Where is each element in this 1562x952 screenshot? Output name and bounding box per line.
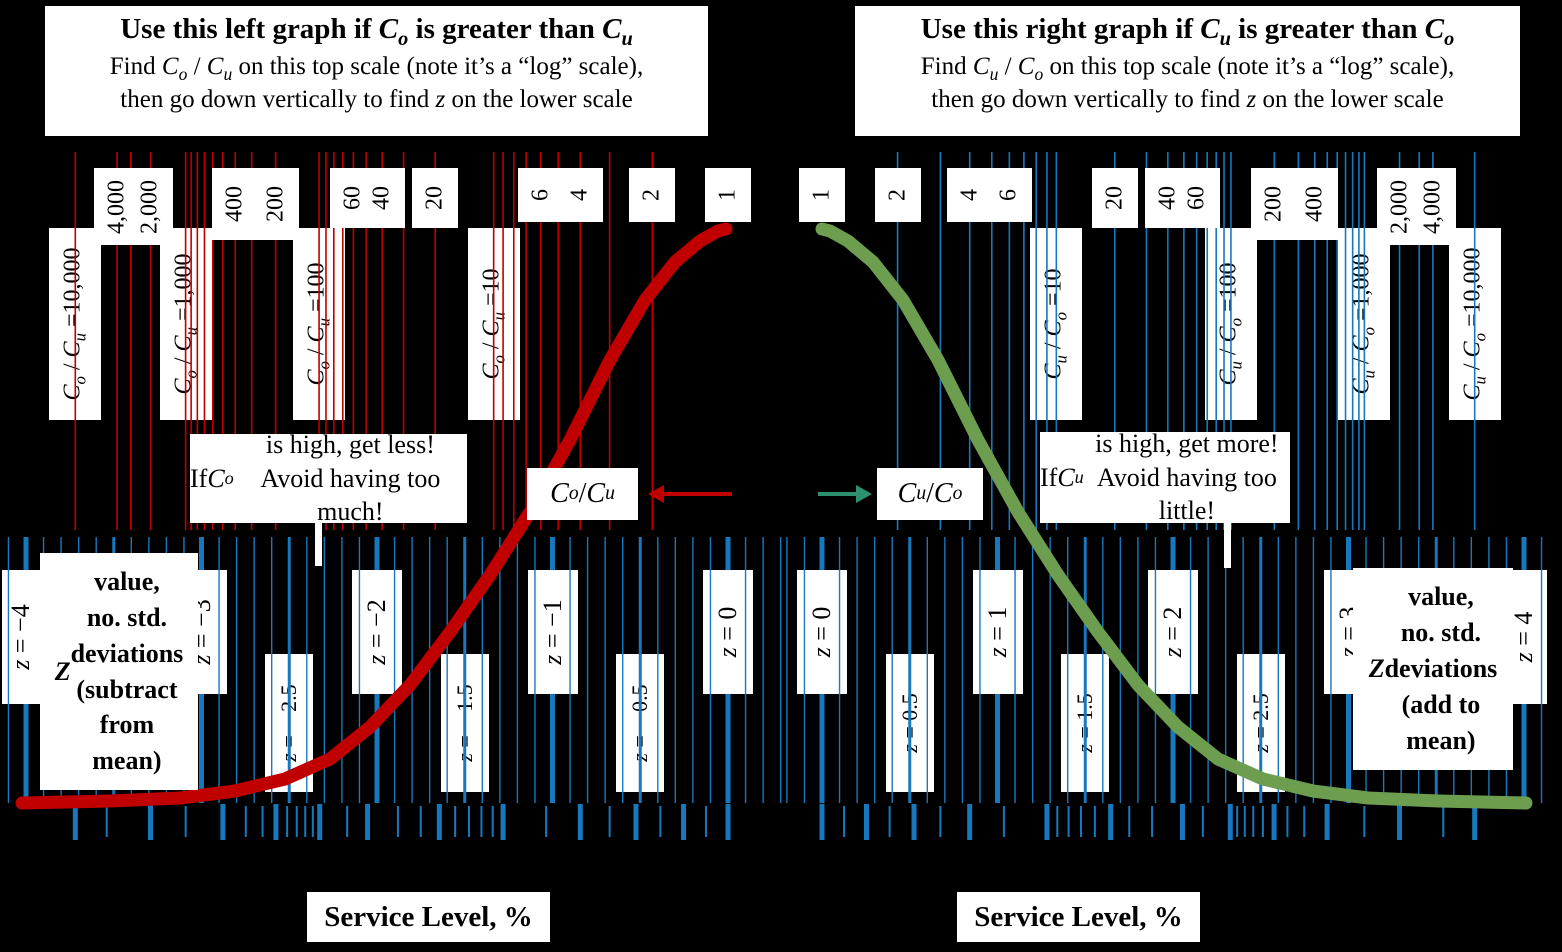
red-arrow-to-left-ratio-tag — [648, 485, 732, 503]
z-value-label-box: z = 0 — [797, 570, 847, 694]
right-xaxis-label: Service Level, % — [957, 892, 1200, 942]
left-panel-header: Use this left graph if Co is greater tha… — [45, 6, 708, 136]
right-z-description-box: Z value, no. std. deviations (add to mean) — [1353, 568, 1513, 770]
ratio-number-label-box: 20 — [412, 168, 459, 228]
ratio-number-label-box: 1 — [705, 168, 751, 222]
left-note-pointer — [315, 523, 322, 566]
left-z-description-box: Z value, no. std. deviations (subtract from m… — [40, 553, 198, 790]
left-xaxis-label: Service Level, % — [307, 892, 550, 942]
right-panel-header: Use this right graph if Cu is greater th… — [855, 6, 1520, 136]
z-value-label-box: z = −1 — [527, 570, 578, 694]
right-header-title: Use this right graph if Cu is greater th… — [920, 13, 1455, 50]
ratio-number-label-box: 2 — [629, 168, 676, 222]
z-value-label-box: z = 2 — [1148, 570, 1198, 694]
ratio-number-label-box: 60 40 — [330, 168, 406, 228]
ratio-number-label-box: 40 60 — [1144, 168, 1220, 228]
ratio-number-label-box: 4,000 2,000 — [94, 168, 174, 245]
z-value-label-box: z = 1 — [972, 570, 1023, 694]
ratio-number-label-box: 200 400 — [1251, 168, 1338, 240]
right-header-sub2: then go down vertically to find z on the… — [931, 85, 1444, 113]
z-value-label-box: z = 0 — [703, 570, 753, 694]
green-arrow-to-right-ratio-tag — [818, 485, 872, 503]
ratio-number-label-box: 20 — [1091, 168, 1138, 228]
ratio-number-label-box: 400 200 — [212, 168, 299, 240]
left-cdf-curve — [15, 222, 733, 810]
ratio-number-label-box: 2 — [874, 168, 921, 222]
right-cdf-curve — [815, 222, 1533, 810]
left-header-title: Use this left graph if Co is greater tha… — [120, 13, 633, 50]
z-value-label-box: z = −2 — [352, 570, 402, 694]
right-note-pointer — [1224, 523, 1231, 568]
ratio-number-label-box: 2,000 4,000 — [1376, 168, 1456, 245]
right-header-sub1: Find Cu / Co on this top scale (note it’… — [920, 52, 1455, 84]
left-header-sub1: Find Co / Cu on this top scale (note it’… — [109, 52, 644, 84]
ratio-number-label-box: 1 — [799, 168, 845, 222]
left-header-sub2: then go down vertically to find z on the… — [120, 85, 633, 113]
